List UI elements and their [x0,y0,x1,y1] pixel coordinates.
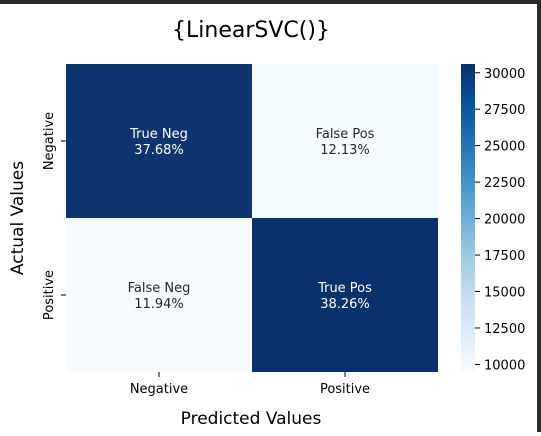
x-axis-title: Predicted Values [181,409,322,429]
colorbar-tick-label: 30000 [484,67,525,82]
colorbar-ticks: 10000 12500 15000 17500 20000 22500 25000 27500… [475,67,525,373]
cell-label: False Pos [316,127,375,142]
colorbar [461,64,475,371]
colorbar-tick-label: 25000 [484,140,525,155]
cell-label: False Neg [128,281,191,296]
colorbar-tick-label: 10000 [484,358,525,373]
y-axis-title: Actual Values [8,161,28,275]
y-tick-label: Positive [42,270,57,320]
colorbar-tick-label: 15000 [484,286,525,301]
heatmap-cell [252,64,438,218]
colorbar-tick-label: 22500 [484,176,525,191]
colorbar-tick-label: 27500 [484,103,525,118]
x-tick-label: Positive [320,382,370,397]
heatmap-cell [252,218,438,372]
colorbar-tick-label: 20000 [484,213,525,228]
chart-title: {LinearSVC()} [172,18,330,43]
heatmap-cell [66,218,252,372]
heatmap-cell [66,64,252,218]
cell-label: True Neg [129,127,188,142]
cell-percent: 11.94% [134,297,184,312]
y-tick-label: Negative [42,112,57,170]
cell-label: True Pos [317,281,372,296]
x-tick-label: Negative [130,382,188,397]
colorbar-tick-label: 12500 [484,322,525,337]
colorbar-tick-label: 17500 [484,249,525,264]
cell-percent: 37.68% [134,143,184,158]
cell-percent: 12.13% [320,143,370,158]
axis-ticks: Negative Positive Negative Positive [42,112,370,397]
cell-percent: 38.26% [320,297,370,312]
